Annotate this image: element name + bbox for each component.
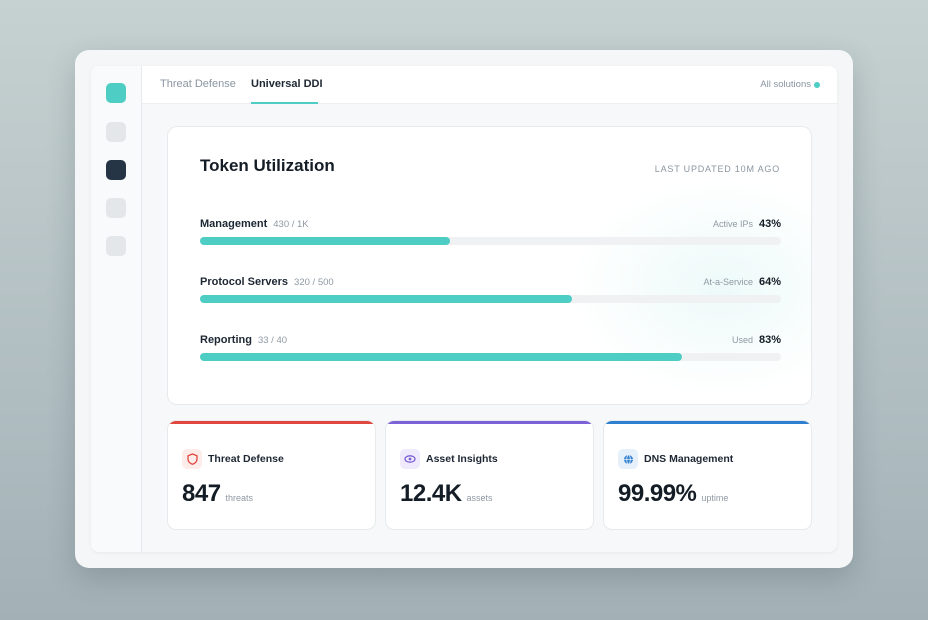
usage-row-reporting: Reporting 33 / 40 Used 83% bbox=[200, 334, 781, 366]
progress-fill bbox=[200, 295, 572, 303]
tab-threat-defense[interactable]: Threat Defense bbox=[160, 78, 236, 90]
row-metric: At-a-Service bbox=[703, 277, 753, 287]
row-count: 430 / 1K bbox=[273, 219, 309, 230]
progress-track bbox=[200, 237, 781, 245]
tab-universal-ddi[interactable]: Universal DDI bbox=[251, 78, 323, 90]
stat-accent-bar bbox=[168, 421, 375, 424]
stat-unit: uptime bbox=[701, 493, 729, 503]
sidebar bbox=[91, 66, 142, 552]
row-metric: Active IPs bbox=[712, 219, 753, 229]
stat-title: Threat Defense bbox=[208, 453, 284, 465]
row-percent: 43% bbox=[758, 218, 781, 230]
row-count: 320 / 500 bbox=[294, 277, 334, 288]
active-tab-indicator bbox=[251, 102, 318, 104]
all-solutions-link[interactable]: All solutions bbox=[760, 79, 811, 90]
stat-title: DNS Management bbox=[644, 453, 734, 465]
sidebar-item-5[interactable] bbox=[106, 236, 126, 256]
row-label: Protocol Servers bbox=[200, 276, 289, 288]
status-dot bbox=[814, 82, 820, 88]
row-label: Management bbox=[200, 218, 268, 230]
last-updated-label: LAST UPDATED 10M AGO bbox=[654, 164, 780, 174]
progress-track bbox=[200, 295, 781, 303]
sidebar-item-2[interactable] bbox=[106, 122, 126, 142]
usage-row-management: Management 430 / 1K Active IPs 43% bbox=[200, 218, 781, 250]
stat-unit: threats bbox=[225, 493, 254, 503]
sidebar-item-4[interactable] bbox=[106, 198, 126, 218]
globe-icon bbox=[618, 449, 638, 469]
sidebar-item-active[interactable] bbox=[106, 160, 126, 180]
stat-title: Asset Insights bbox=[426, 453, 498, 465]
card-title: Token Utilization bbox=[200, 156, 335, 175]
stat-card-asset-insights[interactable]: Asset Insights 12.4K assets bbox=[385, 420, 594, 530]
stat-card-threat-defense[interactable]: Threat Defense 847 threats bbox=[167, 420, 376, 530]
shield-icon bbox=[182, 449, 202, 469]
usage-row-protocol-servers: Protocol Servers 320 / 500 At-a-Service 64… bbox=[200, 276, 781, 308]
stat-accent-bar bbox=[386, 421, 593, 424]
sidebar-item-home[interactable] bbox=[106, 83, 126, 103]
progress-fill bbox=[200, 353, 683, 361]
stat-accent-bar bbox=[604, 421, 811, 424]
app-frame: Threat Defense Universal DDI All solutio… bbox=[91, 66, 837, 552]
row-label: Reporting bbox=[200, 334, 252, 346]
eye-icon bbox=[400, 449, 420, 469]
row-count: 33 / 40 bbox=[257, 335, 288, 346]
stat-value: 847 bbox=[182, 480, 221, 507]
stat-value: 12.4K bbox=[400, 480, 462, 507]
top-bar: Threat Defense Universal DDI All solutio… bbox=[142, 66, 837, 104]
stat-card-dns-management[interactable]: DNS Management 99.99% uptime bbox=[603, 420, 812, 530]
row-percent: 83% bbox=[758, 334, 781, 346]
progress-fill bbox=[200, 237, 450, 245]
token-utilization-card: Token Utilization LAST UPDATED 10M AGO M… bbox=[167, 126, 812, 405]
row-percent: 64% bbox=[758, 276, 781, 288]
progress-track bbox=[200, 353, 781, 361]
stat-unit: assets bbox=[466, 493, 493, 503]
stat-value: 99.99% bbox=[618, 480, 697, 507]
row-metric: Used bbox=[731, 335, 753, 345]
app-window: Threat Defense Universal DDI All solutio… bbox=[75, 50, 853, 568]
